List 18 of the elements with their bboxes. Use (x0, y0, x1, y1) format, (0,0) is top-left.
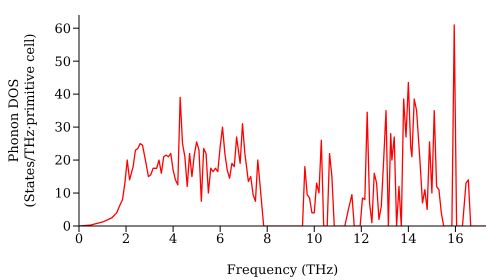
x-tick-label: 16 (447, 232, 464, 248)
y-tick-label: 10 (54, 186, 71, 202)
y-tick-label: 50 (54, 54, 71, 70)
x-tick-label: 6 (216, 232, 224, 248)
x-tick-label: 8 (263, 232, 272, 248)
x-tick-label: 14 (400, 232, 417, 248)
y-tick-label: 0 (62, 220, 71, 235)
y-axis-title: Phonon DOS (States/THz·primitive cell) (7, 33, 38, 208)
y-tick-label: 60 (54, 22, 71, 37)
y-tick-label: 40 (54, 88, 71, 103)
x-axis-title: Frequency (THz) (226, 263, 338, 278)
x-tick-label: 4 (168, 232, 178, 248)
x-tick-label: 2 (122, 232, 130, 248)
x-tick-label: 0 (74, 232, 84, 248)
y-tick-label: 30 (54, 120, 71, 136)
x-tick-label: 12 (353, 232, 370, 248)
y-tick-label: 20 (54, 154, 71, 169)
x-tick-label: 10 (306, 232, 323, 248)
